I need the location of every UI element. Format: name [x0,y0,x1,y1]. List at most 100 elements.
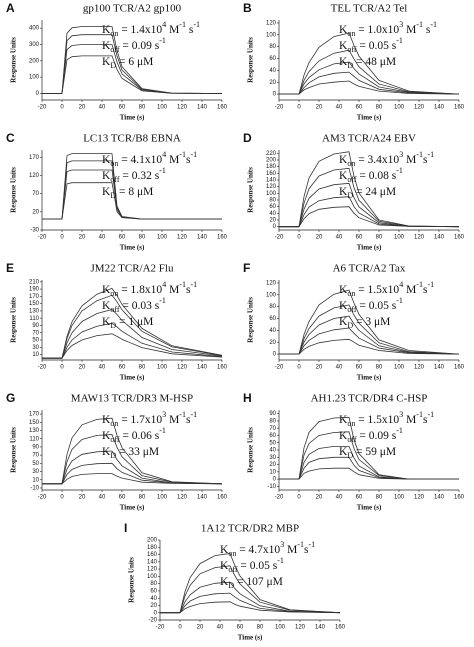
kinetic-text: 3 [399,150,403,159]
kinetic-text: on [110,419,118,428]
x-tick-label: 160 [217,235,228,241]
kinetic-text: 4 [399,280,403,289]
kinetic-text: s [423,284,428,296]
kinetic-text: K [339,186,348,198]
x-tick-label: 140 [197,235,208,241]
kinetic-text: on [347,159,355,168]
x-tick-label: 20 [316,495,323,501]
kinetic-text: D [110,61,116,70]
kinetic-constant: Kon = 1.4x104 M-1 s-1 [102,20,200,38]
x-tick-label: 60 [356,365,363,371]
kinetic-constant: KD = 33 μM [102,446,159,461]
kinetic-text: = 0.03 s [120,300,160,312]
x-tick-label: 100 [394,365,405,371]
x-axis-label: Time (s) [357,374,382,382]
kinetic-text: = 33 μM [116,446,159,458]
panel-letter: F [243,261,250,275]
x-tick-label: -20 [156,625,165,631]
y-tick-label: 400 [29,26,40,32]
kinetic-constant: Kon = 1.5x104 M-1s-1 [339,280,434,298]
kinetic-text: -1 [396,166,403,175]
kinetic-text: K [339,170,348,182]
kinetic-text: = 4.7x10 [236,544,280,556]
kinetic-constant: KD = 59 μM [339,446,396,461]
y-axis-label: Response Units [10,297,18,343]
y-tick-label: 30 [32,469,39,475]
sensorgram-curve [42,294,223,359]
y-tick-label: 70 [32,191,39,197]
x-tick-label: -20 [38,105,47,111]
y-tick-label: 180 [266,164,277,170]
x-tick-label: 100 [157,235,168,241]
kinetic-text: -1 [159,166,166,175]
y-tick-label: 0 [273,224,277,230]
x-tick-label: 80 [139,235,146,241]
y-tick-label: 20 [269,340,276,346]
x-tick-label: 40 [99,235,106,241]
y-tick-label: 60 [150,588,157,594]
kinetic-text: -1 [430,20,437,29]
sensorgram-curve [279,431,459,480]
kinetic-text: = 0.32 s [120,170,160,182]
sensorgram-curve [42,182,222,220]
panel-title: TEL TCR/A2 Tel [331,3,408,15]
panel-letter: B [243,1,252,15]
y-tick-label: 60 [269,56,276,62]
panel-title: AH1.23 TCR/DR4 C-HSP [311,393,428,405]
kinetic-text: K [102,414,111,426]
kinetic-text: off [347,435,357,444]
kinetic-text: D [347,321,353,330]
kinetic-text: M [284,544,297,556]
x-tick-label: 0 [297,365,301,371]
kinetic-text: -1 [179,280,186,289]
x-tick-label: 80 [139,495,146,501]
kinetic-text: K [339,24,348,36]
kinetic-text: K [102,446,111,458]
x-tick-label: -20 [275,495,284,501]
sensorgram-curve [279,206,460,228]
y-tick-label: 0 [36,91,40,97]
x-tick-label: 0 [297,495,301,501]
kinetic-text: K [102,316,111,328]
panel-title: MAW13 TCR/DR3 M-HSP [71,393,193,405]
kinetic-text: K [102,284,111,296]
sensorgram-curve [42,333,223,359]
panel-letter: A [6,1,15,15]
kinetic-text: = 24 μM [353,186,396,198]
y-tick-label: 50 [269,440,276,446]
y-tick-label: 60 [269,204,276,210]
kinetic-text: = 0.08 s [357,170,397,182]
kinetic-text: M [166,414,179,426]
panel-letter: H [243,391,252,405]
panel-letter: E [6,261,14,275]
kinetic-constant: KD = 1 μM [102,316,153,331]
panel-letter: C [6,131,15,145]
kinetic-text: M [403,414,416,426]
kinetic-text: s [423,24,431,36]
y-tick-label: 220 [266,151,277,157]
kinetic-text: = 1.7x10 [118,414,162,426]
kinetic-text: on [110,29,118,38]
x-tick-label: 80 [139,105,146,111]
x-tick-label: 140 [434,235,445,241]
kinetic-text: -1 [190,280,197,289]
sensorgram-curve [42,473,223,485]
x-tick-label: 100 [157,495,168,501]
y-tick-label: 90 [32,445,39,451]
y-tick-label: 80 [269,418,276,424]
x-tick-label: 160 [217,105,228,111]
kinetic-text: = 0.06 s [120,430,160,442]
y-tick-label: 140 [266,178,277,184]
kinetic-text: K [339,56,348,68]
x-tick-label: 60 [356,105,363,111]
kinetic-text: D [110,191,116,200]
kinetic-constant: KD = 24 μM [339,186,396,201]
sensorgram-curve [279,182,460,228]
kinetic-text: = 0.09 s [357,430,397,442]
kinetic-text: -1 [396,426,403,435]
x-tick-label: 0 [60,495,64,501]
x-tick-label: 20 [79,495,86,501]
kinetic-text: M [166,154,179,166]
kinetic-text: 4 [162,280,166,289]
y-tick-label: 0 [273,92,277,98]
